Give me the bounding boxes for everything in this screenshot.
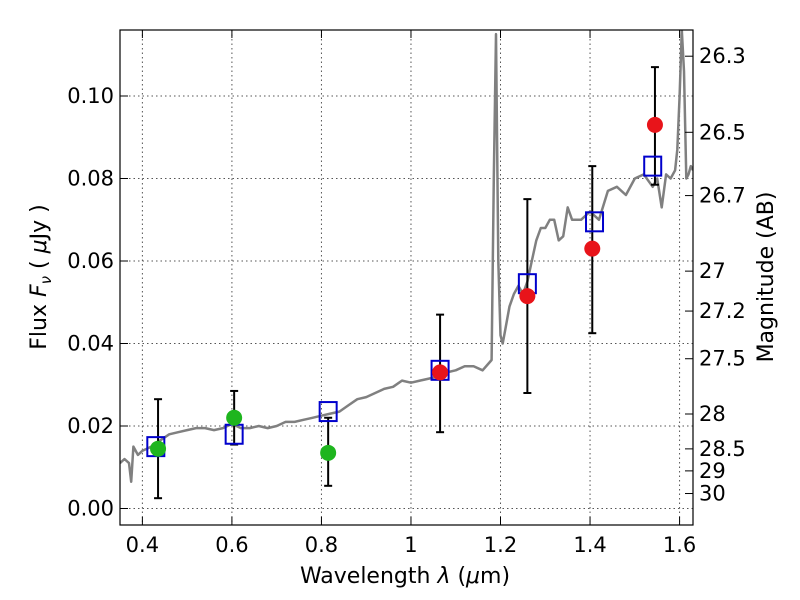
x-tick-label: 1 <box>404 533 417 557</box>
mag-tick-label: 26.5 <box>699 120 746 144</box>
plot-frame <box>119 29 694 526</box>
y-tick-label: 0.02 <box>67 414 114 438</box>
y-tick-label: 0.06 <box>67 249 114 273</box>
mag-tick-label: 26.7 <box>699 184 746 208</box>
y-tick-label: 0.00 <box>67 497 114 521</box>
observed-point-circle <box>320 444 337 461</box>
y-tick-label: 0.08 <box>67 167 114 191</box>
model-point-square <box>318 401 338 423</box>
model-point-square <box>585 211 605 233</box>
y-tick-label: 0.04 <box>67 332 114 356</box>
mag-tick-label: 26.3 <box>699 44 746 68</box>
observed-point-circle <box>519 288 536 305</box>
mag-tick-label: 27 <box>699 259 726 283</box>
right-axis-label: Magnitude (AB) <box>754 192 779 363</box>
x-axis-label: Wavelength λ (μm) <box>300 564 510 589</box>
x-tick-label: 0.4 <box>126 533 159 557</box>
mag-tick-label: 27.5 <box>699 347 746 371</box>
mag-tick-label: 28 <box>699 402 726 426</box>
x-tick-label: 0.6 <box>215 533 248 557</box>
x-tick-label: 0.8 <box>305 533 338 557</box>
mag-tick-label: 27.2 <box>699 299 746 323</box>
observed-point-circle <box>646 116 663 133</box>
x-tick-label: 1.4 <box>573 533 606 557</box>
axes: 0.4 0.6 0.8 1 1.2 1.4 1.6 0.00 0.02 0.04 0.06 0.08 0… <box>67 30 746 557</box>
observed-point-circle <box>584 240 601 257</box>
observed-point-circle <box>150 440 167 457</box>
plot-area <box>120 30 693 500</box>
observed-point-circle <box>226 409 243 426</box>
mag-tick-label: 29 <box>699 459 726 483</box>
x-tick-label: 1.6 <box>663 533 696 557</box>
mag-tick-label: 30 <box>699 482 726 506</box>
grid <box>120 30 693 525</box>
y-tick-label: 0.10 <box>67 84 114 108</box>
model-point-square <box>643 155 663 177</box>
spectrum-line <box>120 30 693 483</box>
x-tick-label: 1.2 <box>484 533 517 557</box>
y-axis-label: Flux Fν ( μJy ) <box>27 204 55 349</box>
mag-tick-label: 28.5 <box>699 437 746 461</box>
observed-point-circle <box>432 364 449 381</box>
